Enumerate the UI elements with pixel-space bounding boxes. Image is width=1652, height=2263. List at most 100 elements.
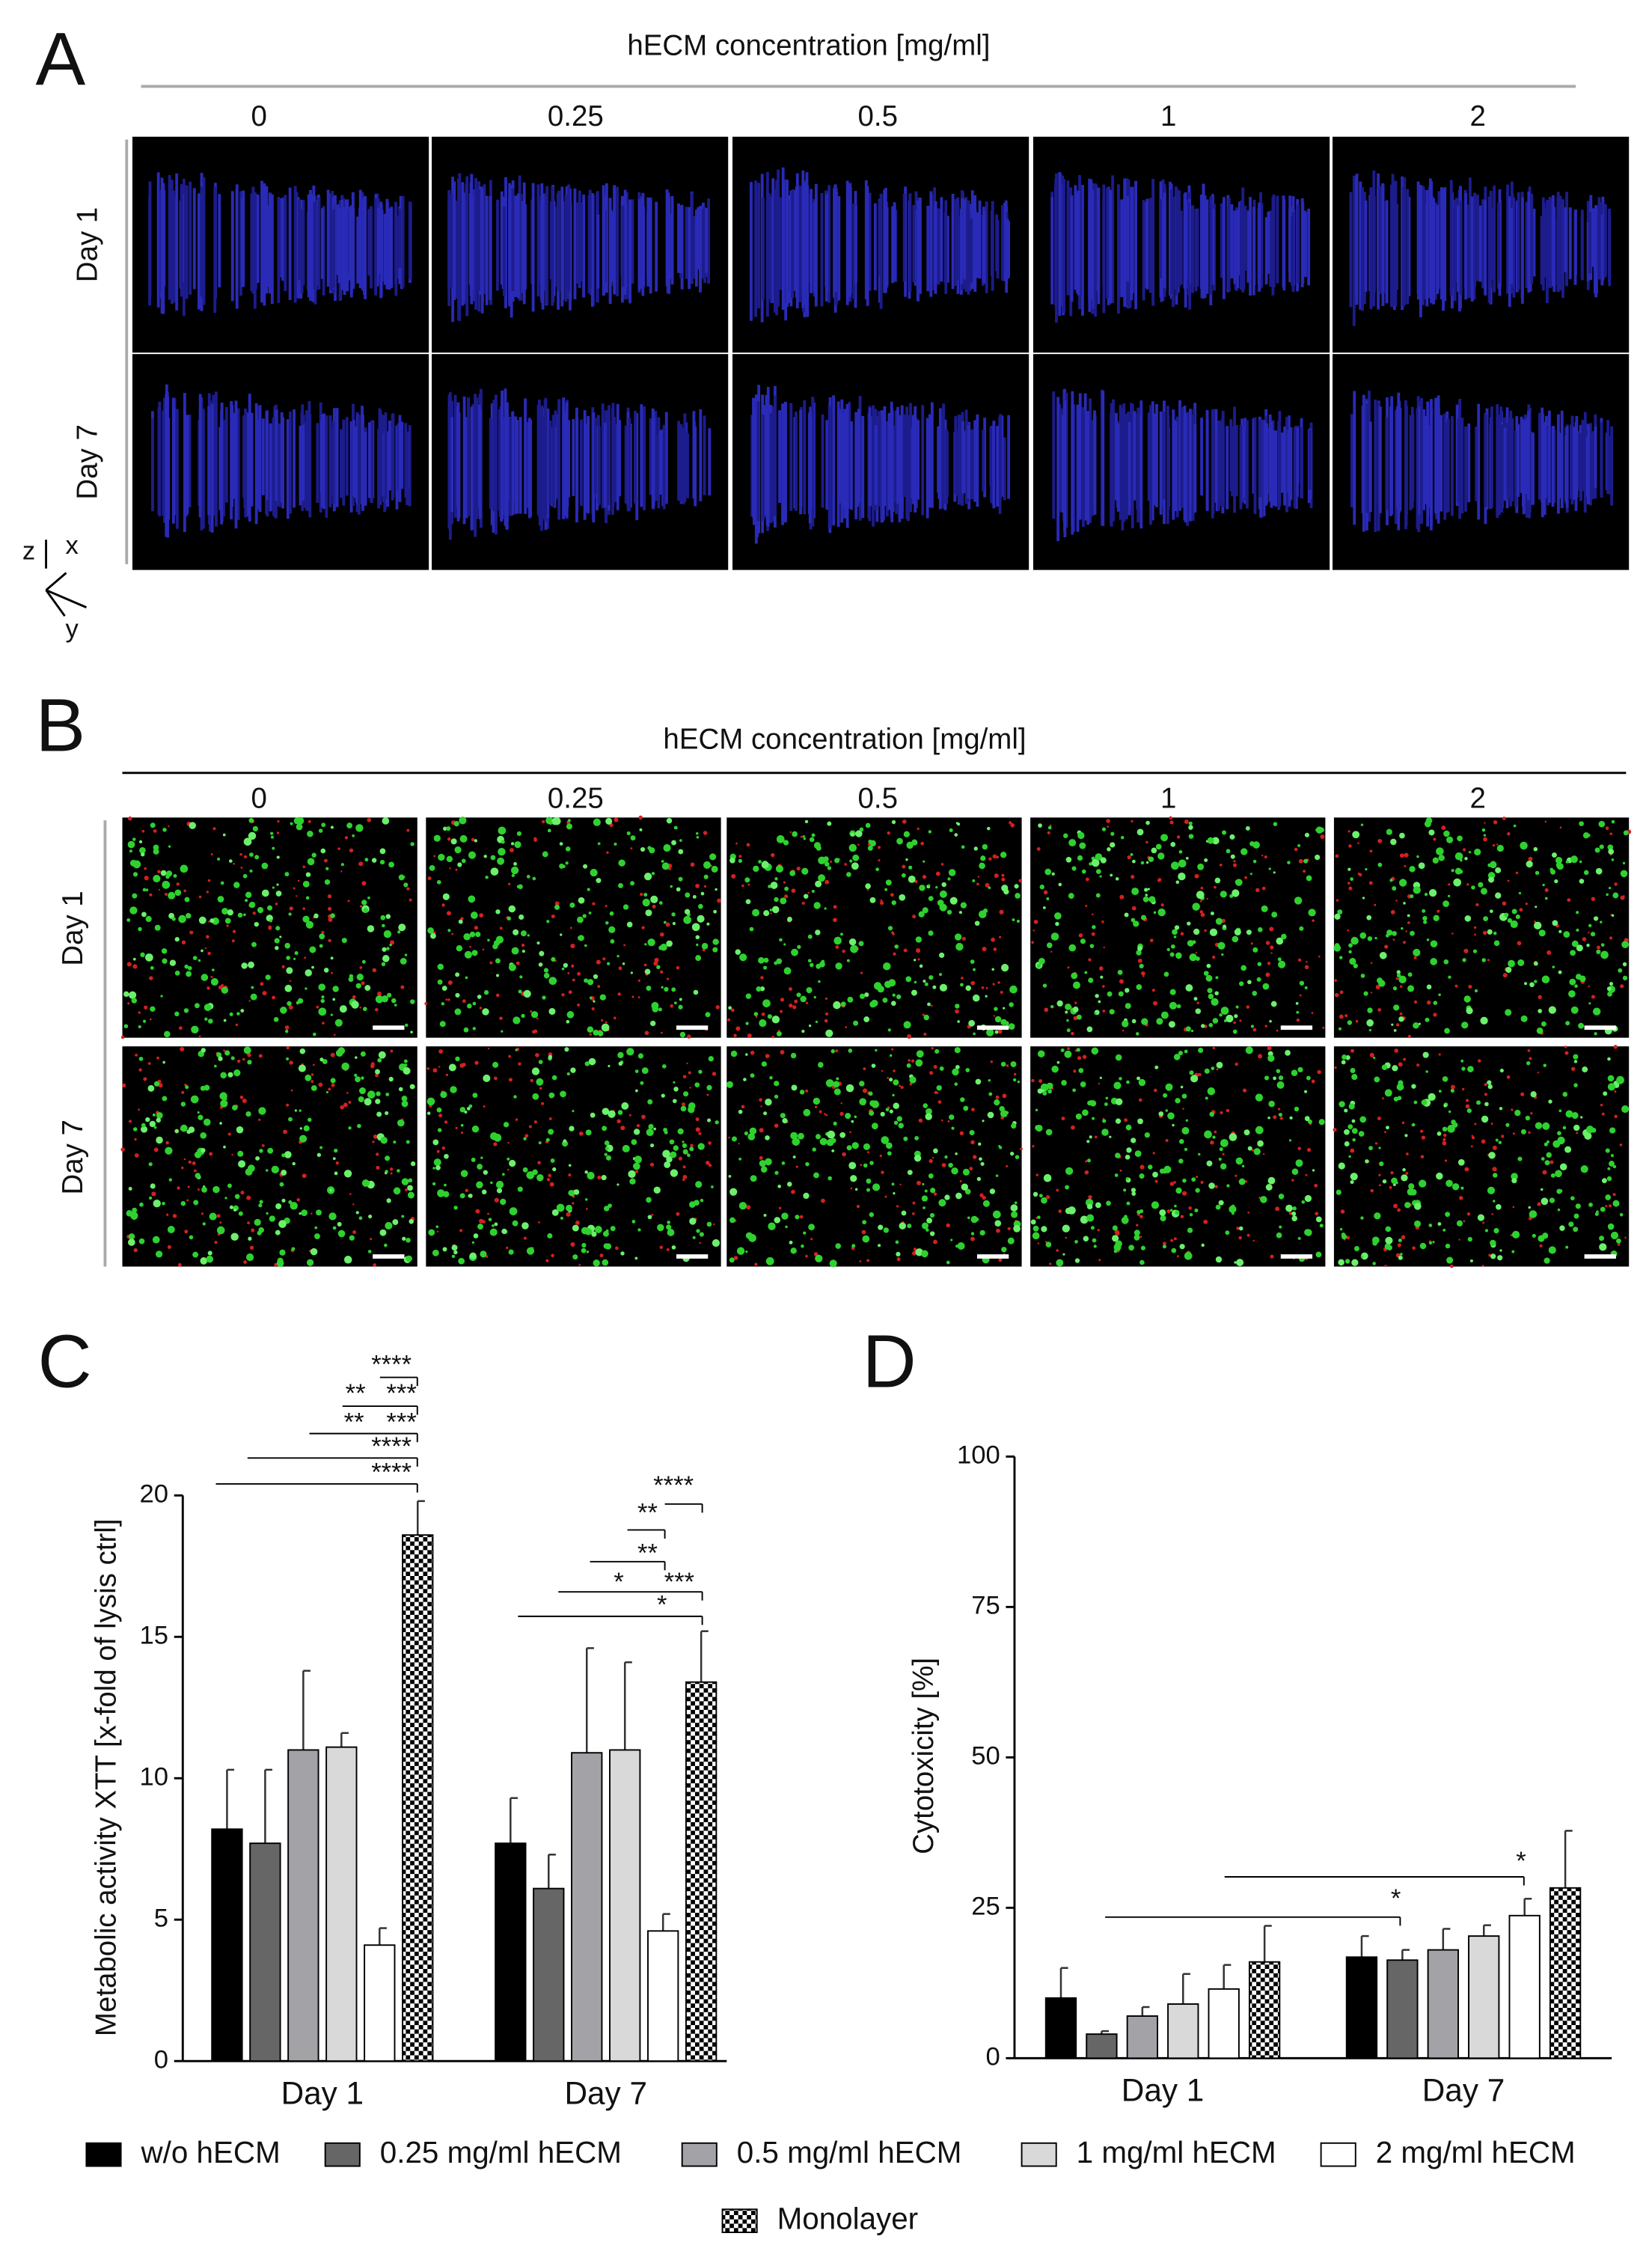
live-cell — [1181, 1093, 1187, 1099]
dead-cell — [842, 1152, 846, 1157]
dead-cell — [1299, 994, 1302, 997]
dead-cell — [636, 1124, 640, 1128]
live-cell — [713, 909, 718, 914]
live-cell — [385, 914, 391, 919]
dead-cell — [1311, 1012, 1314, 1015]
live-cell — [319, 933, 325, 940]
live-cell — [1556, 863, 1564, 870]
live-cell — [448, 1063, 456, 1072]
dead-cell — [288, 1005, 293, 1010]
dead-cell — [1600, 1104, 1603, 1107]
live-cell — [379, 848, 386, 855]
live-cell — [463, 1027, 469, 1033]
live-cell — [240, 1009, 245, 1013]
live-cell — [1269, 1019, 1272, 1023]
live-cell — [700, 891, 705, 896]
live-cell — [227, 1183, 232, 1188]
live-cell — [1533, 846, 1538, 852]
live-cell — [254, 1218, 261, 1226]
live-cell — [670, 1151, 677, 1158]
dead-cell — [931, 1156, 934, 1159]
dead-cell — [1242, 1088, 1247, 1093]
live-cell — [749, 1127, 757, 1135]
live-cell — [928, 896, 934, 902]
live-cell — [238, 1211, 243, 1216]
live-cell — [628, 1170, 636, 1178]
live-cell — [1074, 1239, 1078, 1244]
live-cell — [269, 1215, 275, 1222]
live-cell — [1621, 941, 1629, 949]
live-cell — [1381, 1064, 1388, 1070]
live-cell — [907, 1224, 912, 1229]
live-cell — [711, 1185, 714, 1188]
live-cell — [476, 1181, 483, 1188]
live-cell — [493, 940, 500, 947]
live-cell — [780, 897, 787, 905]
dead-cell — [361, 881, 367, 886]
live-cell — [243, 913, 246, 917]
live-cell — [437, 979, 443, 985]
live-cell — [497, 857, 505, 865]
dead-cell — [1246, 1233, 1250, 1237]
live-cell — [437, 1189, 445, 1197]
live-cell — [1245, 1046, 1253, 1054]
live-cell — [651, 872, 655, 876]
dead-cell — [977, 876, 980, 878]
dead-cell — [1098, 966, 1104, 971]
live-cell — [311, 965, 314, 969]
live-cell — [799, 1090, 805, 1095]
live-cell — [377, 1057, 382, 1063]
live-cell — [1557, 1136, 1565, 1145]
live-cell — [605, 1146, 609, 1151]
live-cell — [320, 998, 325, 1004]
dead-cell — [1199, 900, 1202, 903]
live-cell — [1555, 1170, 1562, 1178]
dead-cell — [914, 879, 918, 884]
live-cell — [1575, 1203, 1581, 1209]
live-cell — [812, 1147, 816, 1152]
dead-cell — [1502, 973, 1508, 978]
live-cell — [305, 987, 308, 990]
dead-cell — [1591, 995, 1595, 999]
live-cell — [829, 1259, 837, 1268]
dead-cell — [208, 920, 210, 923]
live-cell — [705, 1012, 711, 1018]
dead-cell — [1082, 1054, 1087, 1059]
live-cell — [536, 941, 540, 945]
live-cell — [602, 1126, 608, 1132]
live-cell — [1392, 986, 1398, 991]
live-cell — [1535, 1122, 1543, 1129]
live-cell — [508, 1249, 514, 1255]
dead-cell — [1020, 1147, 1023, 1151]
live-cell — [618, 859, 625, 867]
live-cell — [132, 872, 138, 877]
dead-cell — [474, 1060, 479, 1065]
live-cell — [1351, 1119, 1356, 1123]
live-cell — [743, 1078, 747, 1081]
live-cell — [473, 1233, 479, 1239]
dead-cell — [358, 861, 364, 867]
live-cell — [1148, 856, 1154, 862]
live-cell — [703, 861, 712, 869]
dead-cell — [890, 893, 894, 897]
dead-cell — [605, 905, 608, 908]
live-cell — [601, 1023, 610, 1032]
live-cell — [1404, 1202, 1411, 1209]
y-tick-label: 5 — [154, 1904, 168, 1932]
live-cell — [207, 1250, 212, 1256]
live-cell — [1046, 1082, 1053, 1090]
dead-cell — [242, 1057, 245, 1061]
live-cell — [1418, 862, 1425, 870]
dead-cell — [286, 1103, 290, 1107]
dead-cell — [1490, 1123, 1493, 1126]
dead-cell — [445, 1073, 449, 1077]
dead-cell — [799, 1215, 804, 1219]
live-cell — [1131, 1191, 1136, 1196]
live-cell — [325, 1090, 329, 1094]
live-cell — [1115, 1152, 1121, 1158]
live-cell — [1051, 1065, 1059, 1073]
live-cell — [1140, 914, 1147, 920]
dead-cell — [682, 1178, 685, 1182]
dead-cell — [866, 1259, 870, 1262]
column-label: 0.25 — [548, 783, 604, 815]
